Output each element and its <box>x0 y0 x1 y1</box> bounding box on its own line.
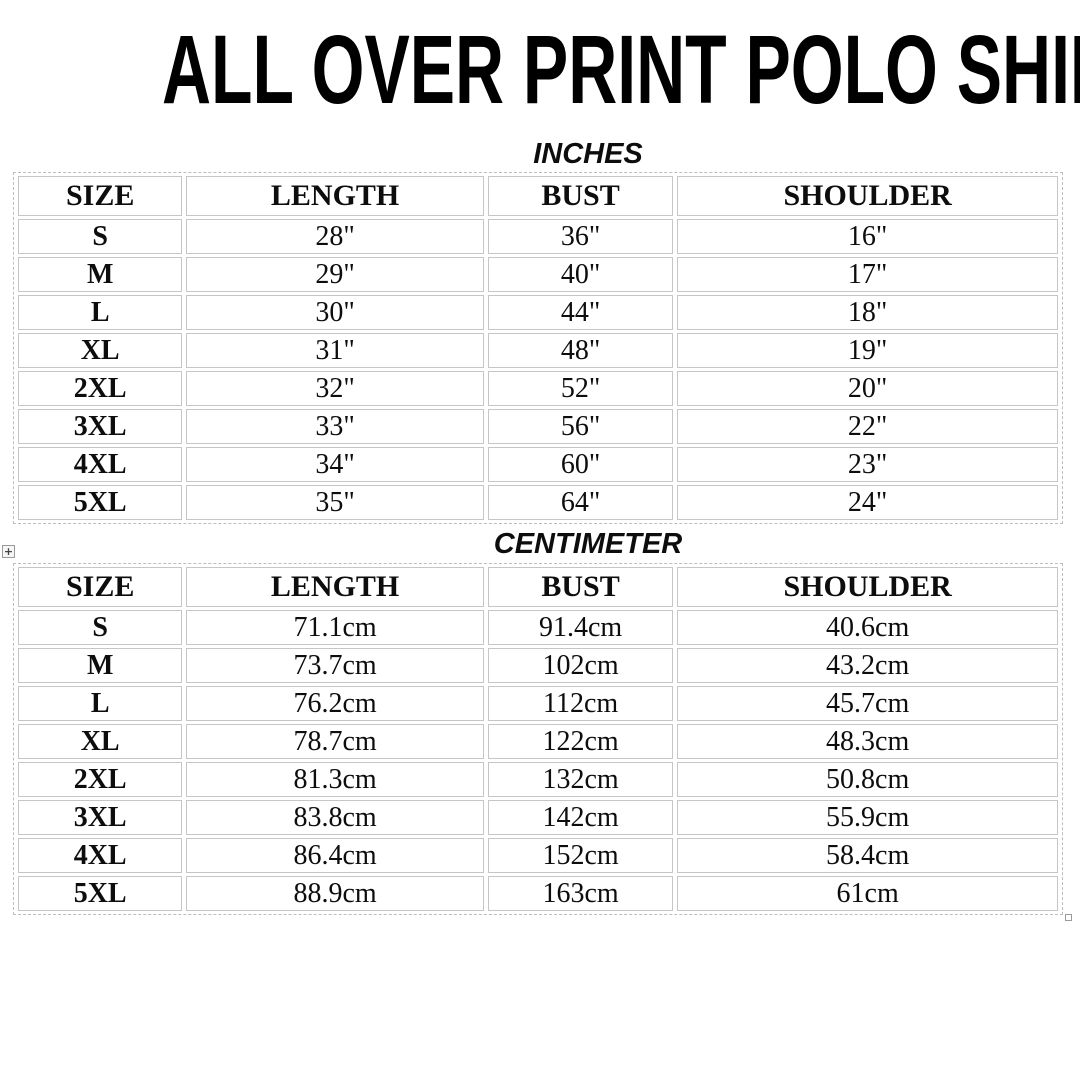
measurement-cell: 43.2cm <box>677 648 1058 683</box>
table-row: 2XL 81.3cm 132cm 50.8cm <box>18 762 1058 797</box>
size-cell: M <box>18 257 183 292</box>
measurement-cell: 19" <box>677 333 1058 368</box>
table-move-handle-icon[interactable]: + <box>2 545 15 558</box>
size-cell: 3XL <box>18 409 183 444</box>
size-chart-table: SIZE LENGTH BUST SHOULDER S 71.1cm 91.4cm 40.6c… <box>14 564 1062 914</box>
inches-label: INCHES <box>533 138 643 170</box>
table-row: 2XL 32" 52" 20" <box>18 371 1058 406</box>
column-header: LENGTH <box>186 176 484 216</box>
measurement-cell: 78.7cm <box>186 724 484 759</box>
table-row: XL 31" 48" 19" <box>18 333 1058 368</box>
measurement-cell: 22" <box>677 409 1058 444</box>
measurement-cell: 163cm <box>487 876 674 911</box>
size-cell: L <box>18 295 183 330</box>
table-row: L 76.2cm 112cm 45.7cm <box>18 686 1058 721</box>
table-row: M 73.7cm 102cm 43.2cm <box>18 648 1058 683</box>
measurement-cell: 56" <box>487 409 674 444</box>
size-cell: XL <box>18 333 183 368</box>
inches-size-table: SIZE LENGTH BUST SHOULDER S 28" 36" 16" M 29" 40" 1… <box>13 172 1063 524</box>
measurement-cell: 23" <box>677 447 1058 482</box>
measurement-cell: 16" <box>677 219 1058 254</box>
table-row: M 29" 40" 17" <box>18 257 1058 292</box>
column-header: SIZE <box>18 567 183 607</box>
measurement-cell: 112cm <box>487 686 674 721</box>
centimeter-size-table: SIZE LENGTH BUST SHOULDER S 71.1cm 91.4cm 40.6c… <box>13 563 1063 915</box>
measurement-cell: 48" <box>487 333 674 368</box>
size-cell: 5XL <box>18 876 183 911</box>
table-row: 5XL 35" 64" 24" <box>18 485 1058 520</box>
measurement-cell: 48.3cm <box>677 724 1058 759</box>
measurement-cell: 28" <box>186 219 484 254</box>
measurement-cell: 71.1cm <box>186 610 484 645</box>
measurement-cell: 91.4cm <box>487 610 674 645</box>
measurement-cell: 36" <box>487 219 674 254</box>
table-row: 4XL 34" 60" 23" <box>18 447 1058 482</box>
measurement-cell: 132cm <box>487 762 674 797</box>
size-cell: 3XL <box>18 800 183 835</box>
measurement-cell: 76.2cm <box>186 686 484 721</box>
measurement-cell: 45.7cm <box>677 686 1058 721</box>
size-cell: 4XL <box>18 447 183 482</box>
measurement-cell: 50.8cm <box>677 762 1058 797</box>
size-cell: 2XL <box>18 762 183 797</box>
table-row: 5XL 88.9cm 163cm 61cm <box>18 876 1058 911</box>
table-row: S 28" 36" 16" <box>18 219 1058 254</box>
measurement-cell: 142cm <box>487 800 674 835</box>
table-resize-handle-icon[interactable] <box>1065 914 1072 921</box>
measurement-cell: 102cm <box>487 648 674 683</box>
size-cell: M <box>18 648 183 683</box>
table-row: 3XL 33" 56" 22" <box>18 409 1058 444</box>
size-chart-table: SIZE LENGTH BUST SHOULDER S 28" 36" 16" M 29" 40" 1… <box>14 173 1062 523</box>
measurement-cell: 61cm <box>677 876 1058 911</box>
measurement-cell: 122cm <box>487 724 674 759</box>
measurement-cell: 40" <box>487 257 674 292</box>
table-row: 4XL 86.4cm 152cm 58.4cm <box>18 838 1058 873</box>
size-cell: 5XL <box>18 485 183 520</box>
page-title: ALL OVER PRINT POLO SHIRTS <box>162 15 1080 124</box>
table-row: S 71.1cm 91.4cm 40.6cm <box>18 610 1058 645</box>
measurement-cell: 152cm <box>487 838 674 873</box>
table-header-row: SIZE LENGTH BUST SHOULDER <box>18 176 1058 216</box>
measurement-cell: 33" <box>186 409 484 444</box>
measurement-cell: 30" <box>186 295 484 330</box>
centimeter-label: CENTIMETER <box>493 528 683 560</box>
measurement-cell: 29" <box>186 257 484 292</box>
measurement-cell: 83.8cm <box>186 800 484 835</box>
size-cell: XL <box>18 724 183 759</box>
measurement-cell: 73.7cm <box>186 648 484 683</box>
column-header: SHOULDER <box>677 567 1058 607</box>
size-cell: S <box>18 610 183 645</box>
measurement-cell: 32" <box>186 371 484 406</box>
size-cell: 4XL <box>18 838 183 873</box>
measurement-cell: 34" <box>186 447 484 482</box>
measurement-cell: 81.3cm <box>186 762 484 797</box>
measurement-cell: 55.9cm <box>677 800 1058 835</box>
table-row: XL 78.7cm 122cm 48.3cm <box>18 724 1058 759</box>
table-row: L 30" 44" 18" <box>18 295 1058 330</box>
measurement-cell: 35" <box>186 485 484 520</box>
measurement-cell: 17" <box>677 257 1058 292</box>
column-header: BUST <box>487 567 674 607</box>
measurement-cell: 60" <box>487 447 674 482</box>
column-header: LENGTH <box>186 567 484 607</box>
column-header: SHOULDER <box>677 176 1058 216</box>
measurement-cell: 64" <box>487 485 674 520</box>
column-header: BUST <box>487 176 674 216</box>
measurement-cell: 58.4cm <box>677 838 1058 873</box>
measurement-cell: 31" <box>186 333 484 368</box>
measurement-cell: 44" <box>487 295 674 330</box>
size-cell: 2XL <box>18 371 183 406</box>
measurement-cell: 18" <box>677 295 1058 330</box>
table-header-row: SIZE LENGTH BUST SHOULDER <box>18 567 1058 607</box>
table-row: 3XL 83.8cm 142cm 55.9cm <box>18 800 1058 835</box>
measurement-cell: 86.4cm <box>186 838 484 873</box>
column-header: SIZE <box>18 176 183 216</box>
size-cell: S <box>18 219 183 254</box>
measurement-cell: 88.9cm <box>186 876 484 911</box>
size-cell: L <box>18 686 183 721</box>
measurement-cell: 24" <box>677 485 1058 520</box>
measurement-cell: 40.6cm <box>677 610 1058 645</box>
measurement-cell: 20" <box>677 371 1058 406</box>
measurement-cell: 52" <box>487 371 674 406</box>
